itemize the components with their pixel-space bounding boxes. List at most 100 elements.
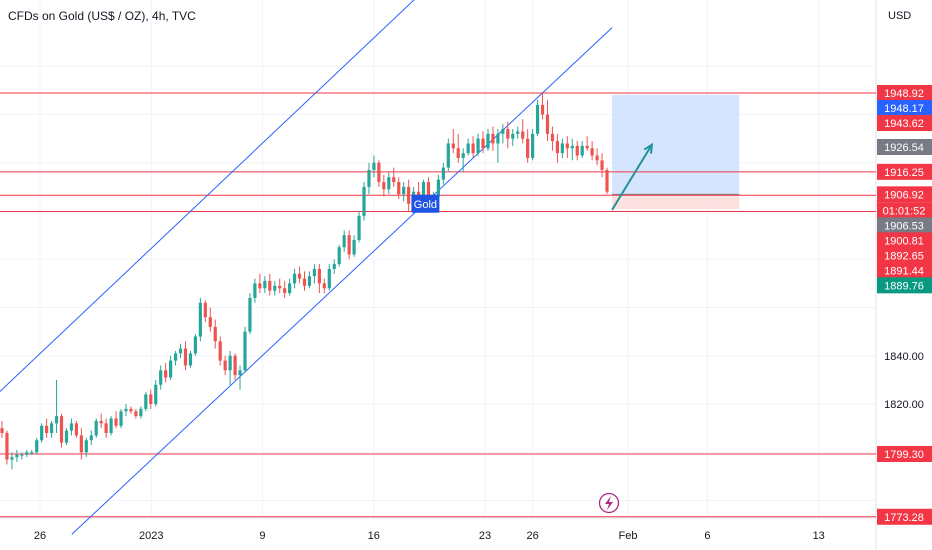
candle-body bbox=[362, 186, 366, 216]
candle-body bbox=[595, 155, 599, 161]
candle-body bbox=[198, 302, 202, 337]
candle bbox=[456, 133, 460, 163]
price-tag: 1891.44 bbox=[877, 262, 932, 279]
candle bbox=[481, 131, 485, 154]
price-tag-text: 1891.44 bbox=[884, 265, 924, 277]
candle bbox=[535, 100, 540, 137]
chart-title: CFDs on Gold (US$ / OZ), 4h, TVC bbox=[8, 9, 196, 23]
candle-body bbox=[441, 167, 445, 180]
candle bbox=[114, 411, 118, 429]
candle bbox=[307, 271, 312, 289]
candle bbox=[40, 423, 44, 443]
position-zones bbox=[612, 94, 740, 210]
candle-body bbox=[10, 457, 14, 460]
candle bbox=[407, 179, 411, 212]
candle bbox=[99, 413, 103, 429]
candle bbox=[327, 264, 331, 291]
price-tag-box bbox=[877, 247, 932, 264]
candle-body bbox=[173, 353, 178, 361]
candle bbox=[516, 126, 520, 139]
candle-body bbox=[436, 179, 440, 197]
candle-body bbox=[278, 285, 282, 289]
candle-body bbox=[535, 104, 540, 134]
candle bbox=[292, 268, 297, 289]
price-tag-text: 1943.62 bbox=[884, 118, 924, 130]
candle bbox=[531, 128, 535, 161]
candle bbox=[198, 297, 202, 342]
candles bbox=[0, 92, 609, 470]
time-axis[interactable]: 26 2023 9 16 23 26 Feb 6 13 bbox=[34, 530, 825, 542]
candle bbox=[590, 141, 594, 161]
candle-body bbox=[545, 114, 550, 134]
candle-body bbox=[273, 285, 277, 291]
candle-body bbox=[30, 452, 34, 454]
candle bbox=[238, 365, 242, 390]
candle-body bbox=[243, 331, 247, 371]
candle bbox=[337, 244, 341, 267]
candle-body bbox=[64, 430, 69, 443]
candle-body bbox=[342, 235, 346, 248]
candle bbox=[540, 92, 545, 120]
candle bbox=[109, 416, 113, 436]
candle-body bbox=[59, 416, 64, 443]
lightning-icon[interactable] bbox=[598, 492, 620, 514]
candle-body bbox=[590, 148, 594, 156]
candle-body bbox=[372, 162, 376, 171]
candle-body bbox=[332, 264, 336, 269]
candle-body bbox=[25, 452, 29, 455]
price-tag: 1926.54 bbox=[877, 138, 932, 155]
candle-body bbox=[134, 411, 138, 417]
candle bbox=[496, 128, 500, 163]
candle bbox=[501, 124, 505, 144]
candle bbox=[124, 404, 128, 417]
candle bbox=[188, 350, 193, 368]
candle bbox=[446, 138, 450, 173]
candle-body bbox=[347, 235, 351, 255]
candle bbox=[20, 452, 24, 460]
candle bbox=[30, 449, 34, 455]
price-tag-text: 1900.81 bbox=[884, 235, 924, 247]
candle-body bbox=[188, 353, 193, 366]
candle-body bbox=[119, 411, 123, 426]
candle bbox=[45, 418, 49, 438]
candle bbox=[367, 162, 371, 195]
candle bbox=[228, 350, 232, 385]
candle bbox=[357, 211, 361, 243]
price-tag-box bbox=[877, 138, 932, 155]
candle-body bbox=[268, 281, 272, 291]
candle bbox=[565, 136, 569, 158]
candle bbox=[506, 121, 510, 149]
candle bbox=[347, 230, 351, 260]
candle bbox=[139, 406, 143, 419]
candle-body bbox=[407, 186, 411, 204]
candle bbox=[332, 259, 336, 274]
candle bbox=[94, 418, 98, 438]
candle-body bbox=[317, 268, 321, 284]
candle-body bbox=[476, 138, 480, 154]
candle bbox=[550, 126, 555, 151]
candle-body bbox=[451, 143, 455, 149]
candle bbox=[89, 430, 93, 446]
candle-body bbox=[580, 145, 584, 156]
price-tag-box bbox=[877, 446, 932, 462]
candle bbox=[10, 452, 14, 470]
candle bbox=[595, 148, 599, 166]
candle bbox=[283, 281, 287, 298]
candle bbox=[526, 128, 530, 163]
candle-body bbox=[560, 143, 564, 154]
candle-body bbox=[288, 283, 292, 294]
candle-body bbox=[258, 283, 262, 289]
candle-body bbox=[322, 283, 326, 289]
price-tag-box bbox=[877, 100, 932, 116]
annotations: Gold bbox=[411, 142, 654, 213]
price-axis[interactable]: 1948.92 1948.17 1943.62 1926.54 1916.25 1906.… bbox=[877, 85, 932, 525]
candle bbox=[322, 278, 326, 294]
symbol-label-text: Gold bbox=[414, 199, 437, 211]
candle-body bbox=[159, 370, 163, 385]
candle bbox=[273, 281, 277, 296]
time-tick-label: 9 bbox=[259, 530, 265, 542]
candle-body bbox=[456, 148, 460, 158]
price-tag: 1906.92 bbox=[877, 186, 932, 203]
candle bbox=[218, 336, 222, 366]
